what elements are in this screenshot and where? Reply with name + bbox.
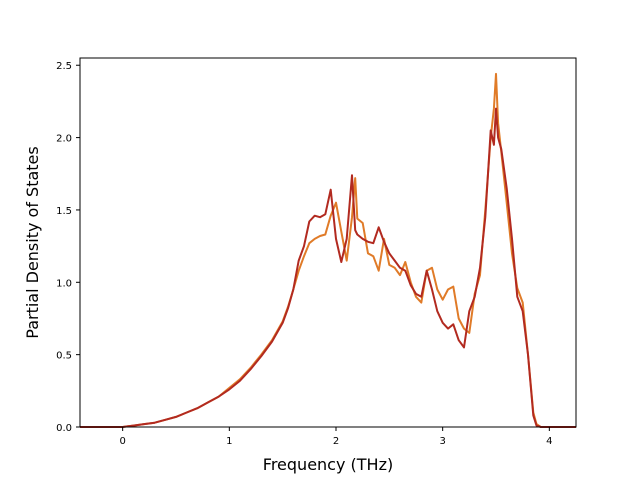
y-tick-label: 0.5 <box>56 351 72 362</box>
series-line-2 <box>80 107 576 428</box>
y-tick-label: 2.5 <box>56 61 72 72</box>
y-tick-label: 1.5 <box>56 206 72 217</box>
y-tick-label: 0.0 <box>56 423 72 434</box>
x-tick-label: 1 <box>226 436 232 447</box>
x-tick-label: 2 <box>333 436 339 447</box>
x-tick-label: 3 <box>439 436 445 447</box>
x-axis-label: Frequency (THz) <box>263 455 393 474</box>
plot-frame <box>79 57 577 428</box>
x-tick-label: 0 <box>119 436 125 447</box>
y-tick-label: 1.0 <box>56 278 72 289</box>
y-tick-label: 2.0 <box>56 134 72 145</box>
y-axis-label: Partial Density of States <box>23 146 42 338</box>
x-tick-label: 4 <box>546 436 552 447</box>
series-layer <box>80 72 576 428</box>
x-axis: 0 1 2 3 4 <box>119 427 553 447</box>
y-axis: 0.0 0.5 1.0 1.5 2.0 2.5 <box>56 61 80 434</box>
